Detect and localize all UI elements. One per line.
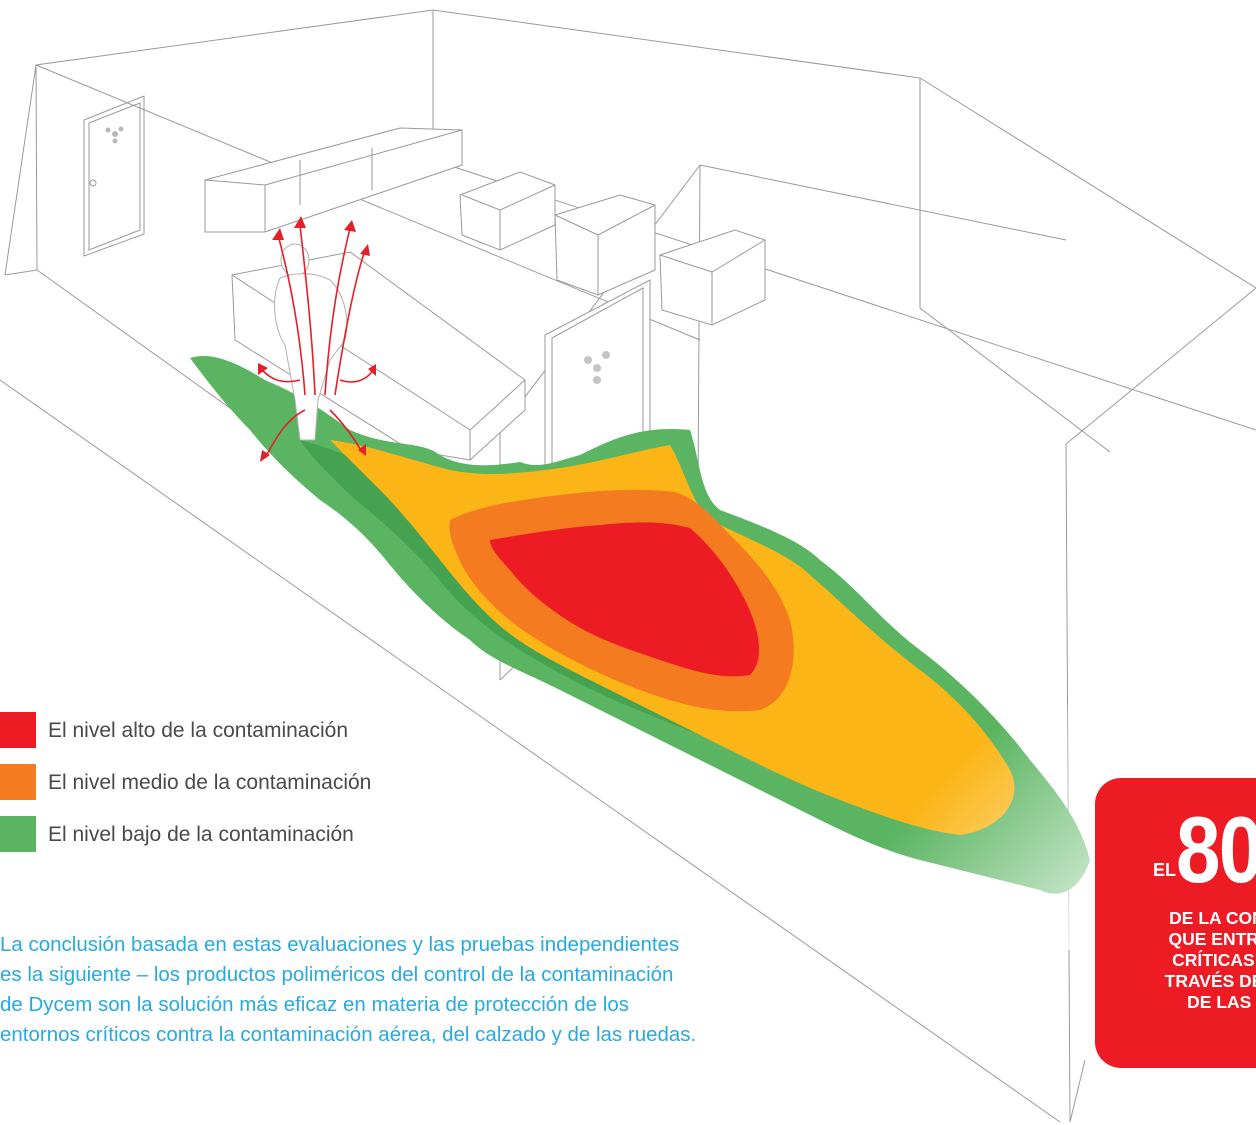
badge-line: TRAVÉS DEL C [1164, 971, 1256, 991]
badge-number: 80 [1176, 797, 1256, 902]
airflow-arrow-icon [258, 216, 376, 462]
legend-swatch-low [0, 816, 36, 852]
badge-prefix: EL [1153, 860, 1177, 880]
legend-swatch-medium [0, 764, 36, 800]
back-door [83, 95, 145, 257]
legend-label-low: El nivel bajo de la contaminación [48, 823, 354, 846]
airflow-arrows [261, 224, 373, 459]
legend-swatch-high [0, 712, 36, 748]
person-in-cleanroom-suit [274, 243, 348, 441]
badge-line: DE LAS R [1187, 992, 1256, 1012]
badge-line: CRÍTICAS LO [1172, 950, 1256, 970]
storage-cabinets [459, 171, 766, 326]
radiation-icon-door [584, 351, 610, 384]
badge-line: QUE ENTRA E [1168, 929, 1256, 949]
badge-line: DE LA CONTA [1169, 908, 1256, 928]
conclusion-text: La conclusión basada en estas evaluacion… [0, 933, 697, 1046]
badge-text: DE LA CONTA QUE ENTRA E CRÍTICAS LO TRAV… [1095, 908, 1256, 1013]
contamination-high-zone [490, 522, 760, 677]
statistic-badge: EL 80 DE LA CONTA QUE ENTRA E CRÍTICAS L… [1095, 778, 1256, 1068]
legend-label-high: El nivel alto de la contaminación [48, 719, 349, 742]
radiation-icon [105, 126, 124, 144]
legend-label-medium: El nivel medio de la contaminación [48, 771, 372, 794]
